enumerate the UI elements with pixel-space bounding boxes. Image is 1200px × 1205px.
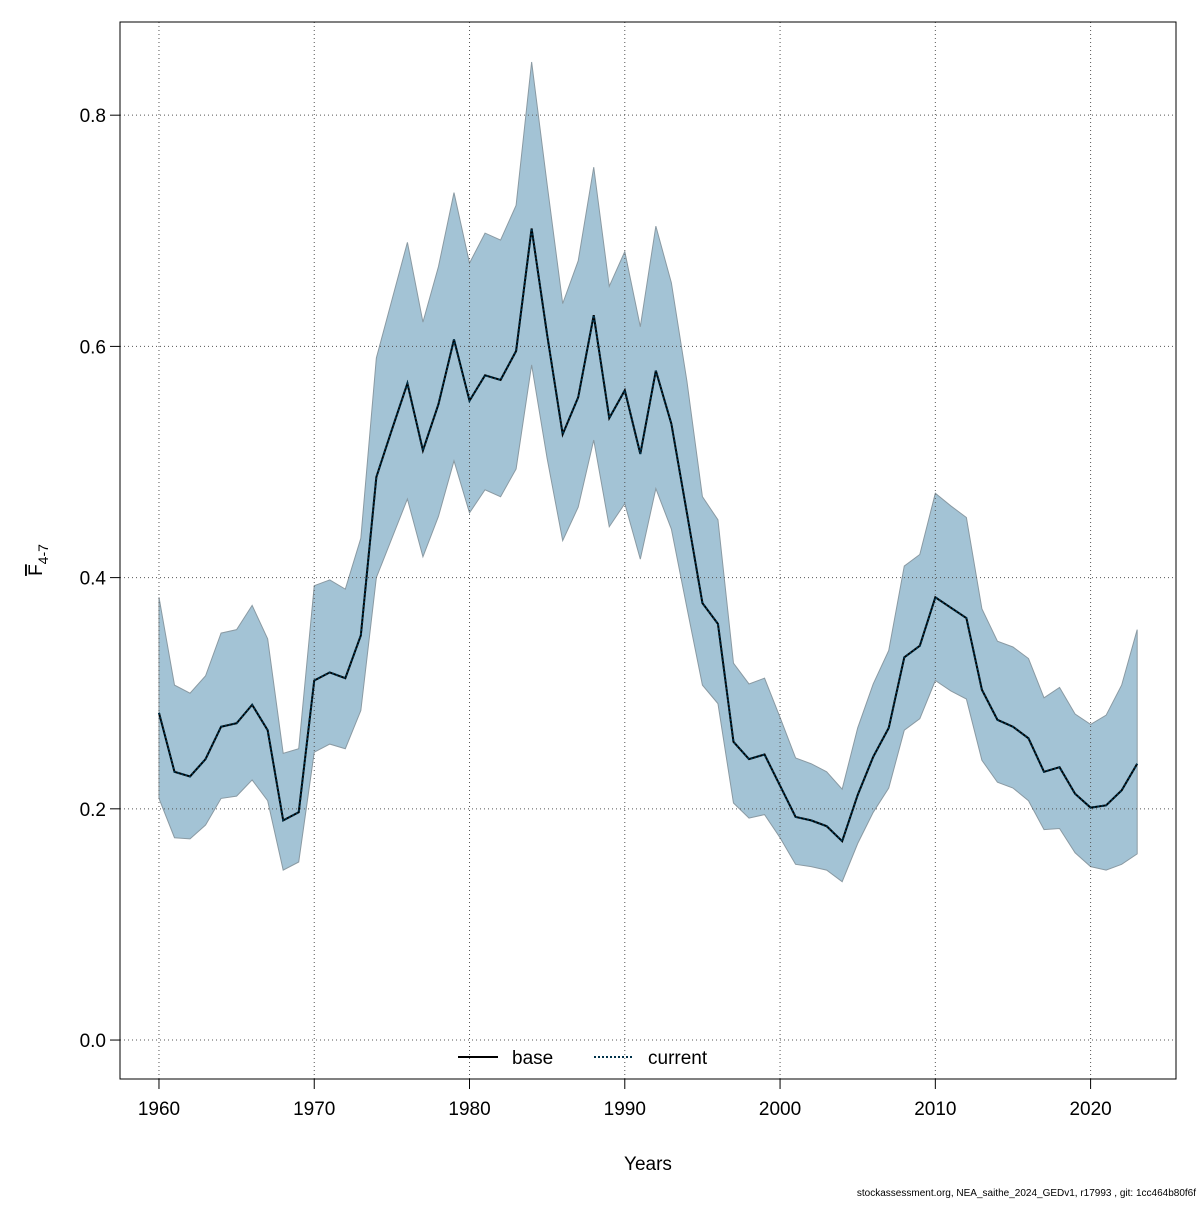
line <box>158 228 1139 844</box>
x-axis-label: Years <box>624 1154 672 1175</box>
x-tick-label: 2010 <box>914 1099 956 1120</box>
y-tick-label: 0.0 <box>80 1031 106 1052</box>
x-tick-label: 1970 <box>293 1099 335 1120</box>
footer: stockassessment.org, NEA_saithe_2024_GED… <box>857 1188 1196 1199</box>
legend-label: current <box>648 1048 708 1069</box>
y-tick-label: 0.8 <box>80 106 106 127</box>
x-tick-label: 1980 <box>448 1099 490 1120</box>
y-tick-label: 0.2 <box>80 800 106 821</box>
plot-frame <box>119 21 1177 1080</box>
confidence-band <box>158 61 1138 883</box>
y-tick-label: 0.4 <box>80 569 107 590</box>
x-tick-label: 1990 <box>604 1099 646 1120</box>
x-tick-label: 2000 <box>759 1099 801 1120</box>
x-tick-label: 2020 <box>1069 1099 1111 1120</box>
y-label-sub: 4-7 <box>35 544 51 564</box>
x-tick-label: 1960 <box>138 1099 180 1120</box>
y-tick-label: 0.6 <box>80 337 106 358</box>
y-label-main: F <box>26 564 47 576</box>
legend-label: base <box>512 1048 553 1069</box>
y-axis-label: F4-7 <box>26 544 51 576</box>
